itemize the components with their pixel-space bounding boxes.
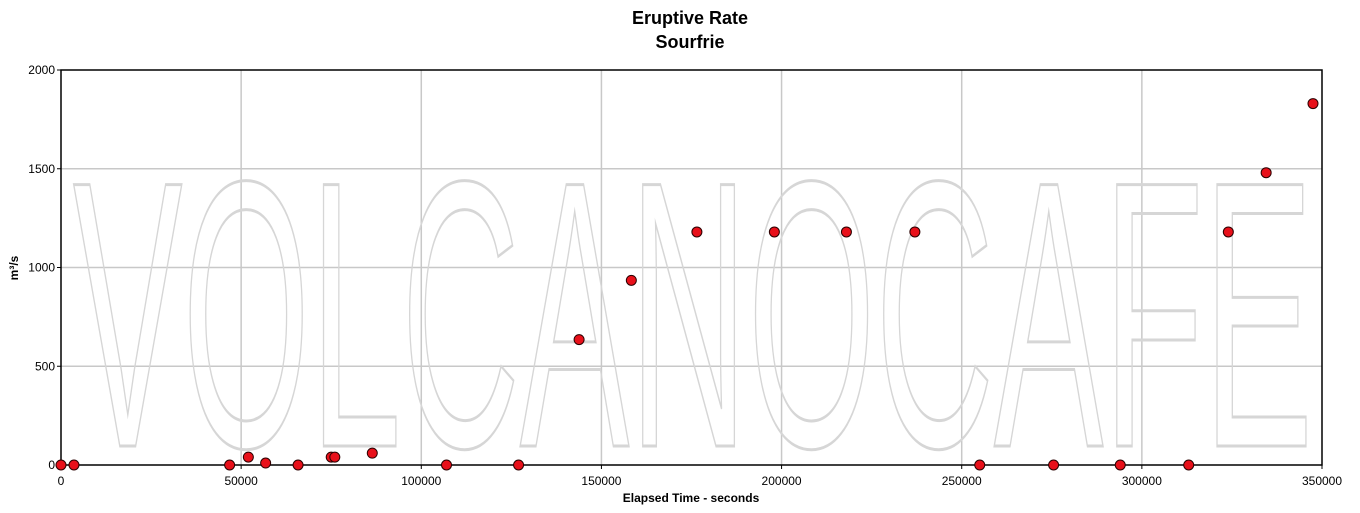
- data-point: [260, 457, 272, 469]
- data-point: [1307, 98, 1319, 110]
- data-point: [329, 451, 341, 463]
- x-tick-label: 100000: [401, 474, 441, 488]
- data-point: [292, 459, 304, 471]
- data-point: [1222, 226, 1234, 238]
- watermark-text: VOLCANOCAFE: [73, 102, 1313, 513]
- data-point: [242, 451, 254, 463]
- data-point: [1114, 459, 1126, 471]
- data-point: [573, 334, 585, 346]
- x-tick-label: 250000: [942, 474, 982, 488]
- axis-ticks: 0 50000 100000 150000 200000 250000 300000 3500…: [28, 63, 1342, 488]
- x-tick-label: 0: [58, 474, 65, 488]
- chart-title: Eruptive Rate: [631, 8, 749, 28]
- x-tick-label: 50000: [224, 474, 258, 488]
- grid: [61, 70, 1322, 465]
- data-point: [1260, 167, 1272, 179]
- x-axis-label: Elapsed Time - seconds: [623, 491, 760, 505]
- y-axis-label: m³/s: [7, 255, 21, 280]
- data-point: [840, 226, 852, 238]
- data-point: [224, 459, 236, 471]
- data-point: [1183, 459, 1195, 471]
- x-tick-label: 300000: [1122, 474, 1162, 488]
- y-tick-label: 500: [35, 359, 55, 373]
- data-point: [366, 447, 378, 459]
- data-point: [909, 226, 921, 238]
- data-point: [691, 226, 703, 238]
- data-point: [513, 459, 525, 471]
- y-tick-label: 0: [48, 458, 55, 472]
- y-tick-label: 1000: [28, 261, 55, 275]
- data-point: [68, 459, 80, 471]
- data-point: [625, 274, 637, 286]
- data-point: [768, 226, 780, 238]
- data-point: [55, 459, 67, 471]
- data-point: [1048, 459, 1060, 471]
- data-point: [441, 459, 453, 471]
- y-tick-label: 2000: [28, 63, 55, 77]
- x-tick-label: 350000: [1302, 474, 1342, 488]
- y-tick-label: 1500: [28, 162, 55, 176]
- chart-subtitle: Sourfrie: [655, 32, 725, 52]
- data-points: [55, 98, 1319, 471]
- x-tick-label: 150000: [581, 474, 621, 488]
- data-point: [974, 459, 986, 471]
- x-tick-label: 200000: [762, 474, 802, 488]
